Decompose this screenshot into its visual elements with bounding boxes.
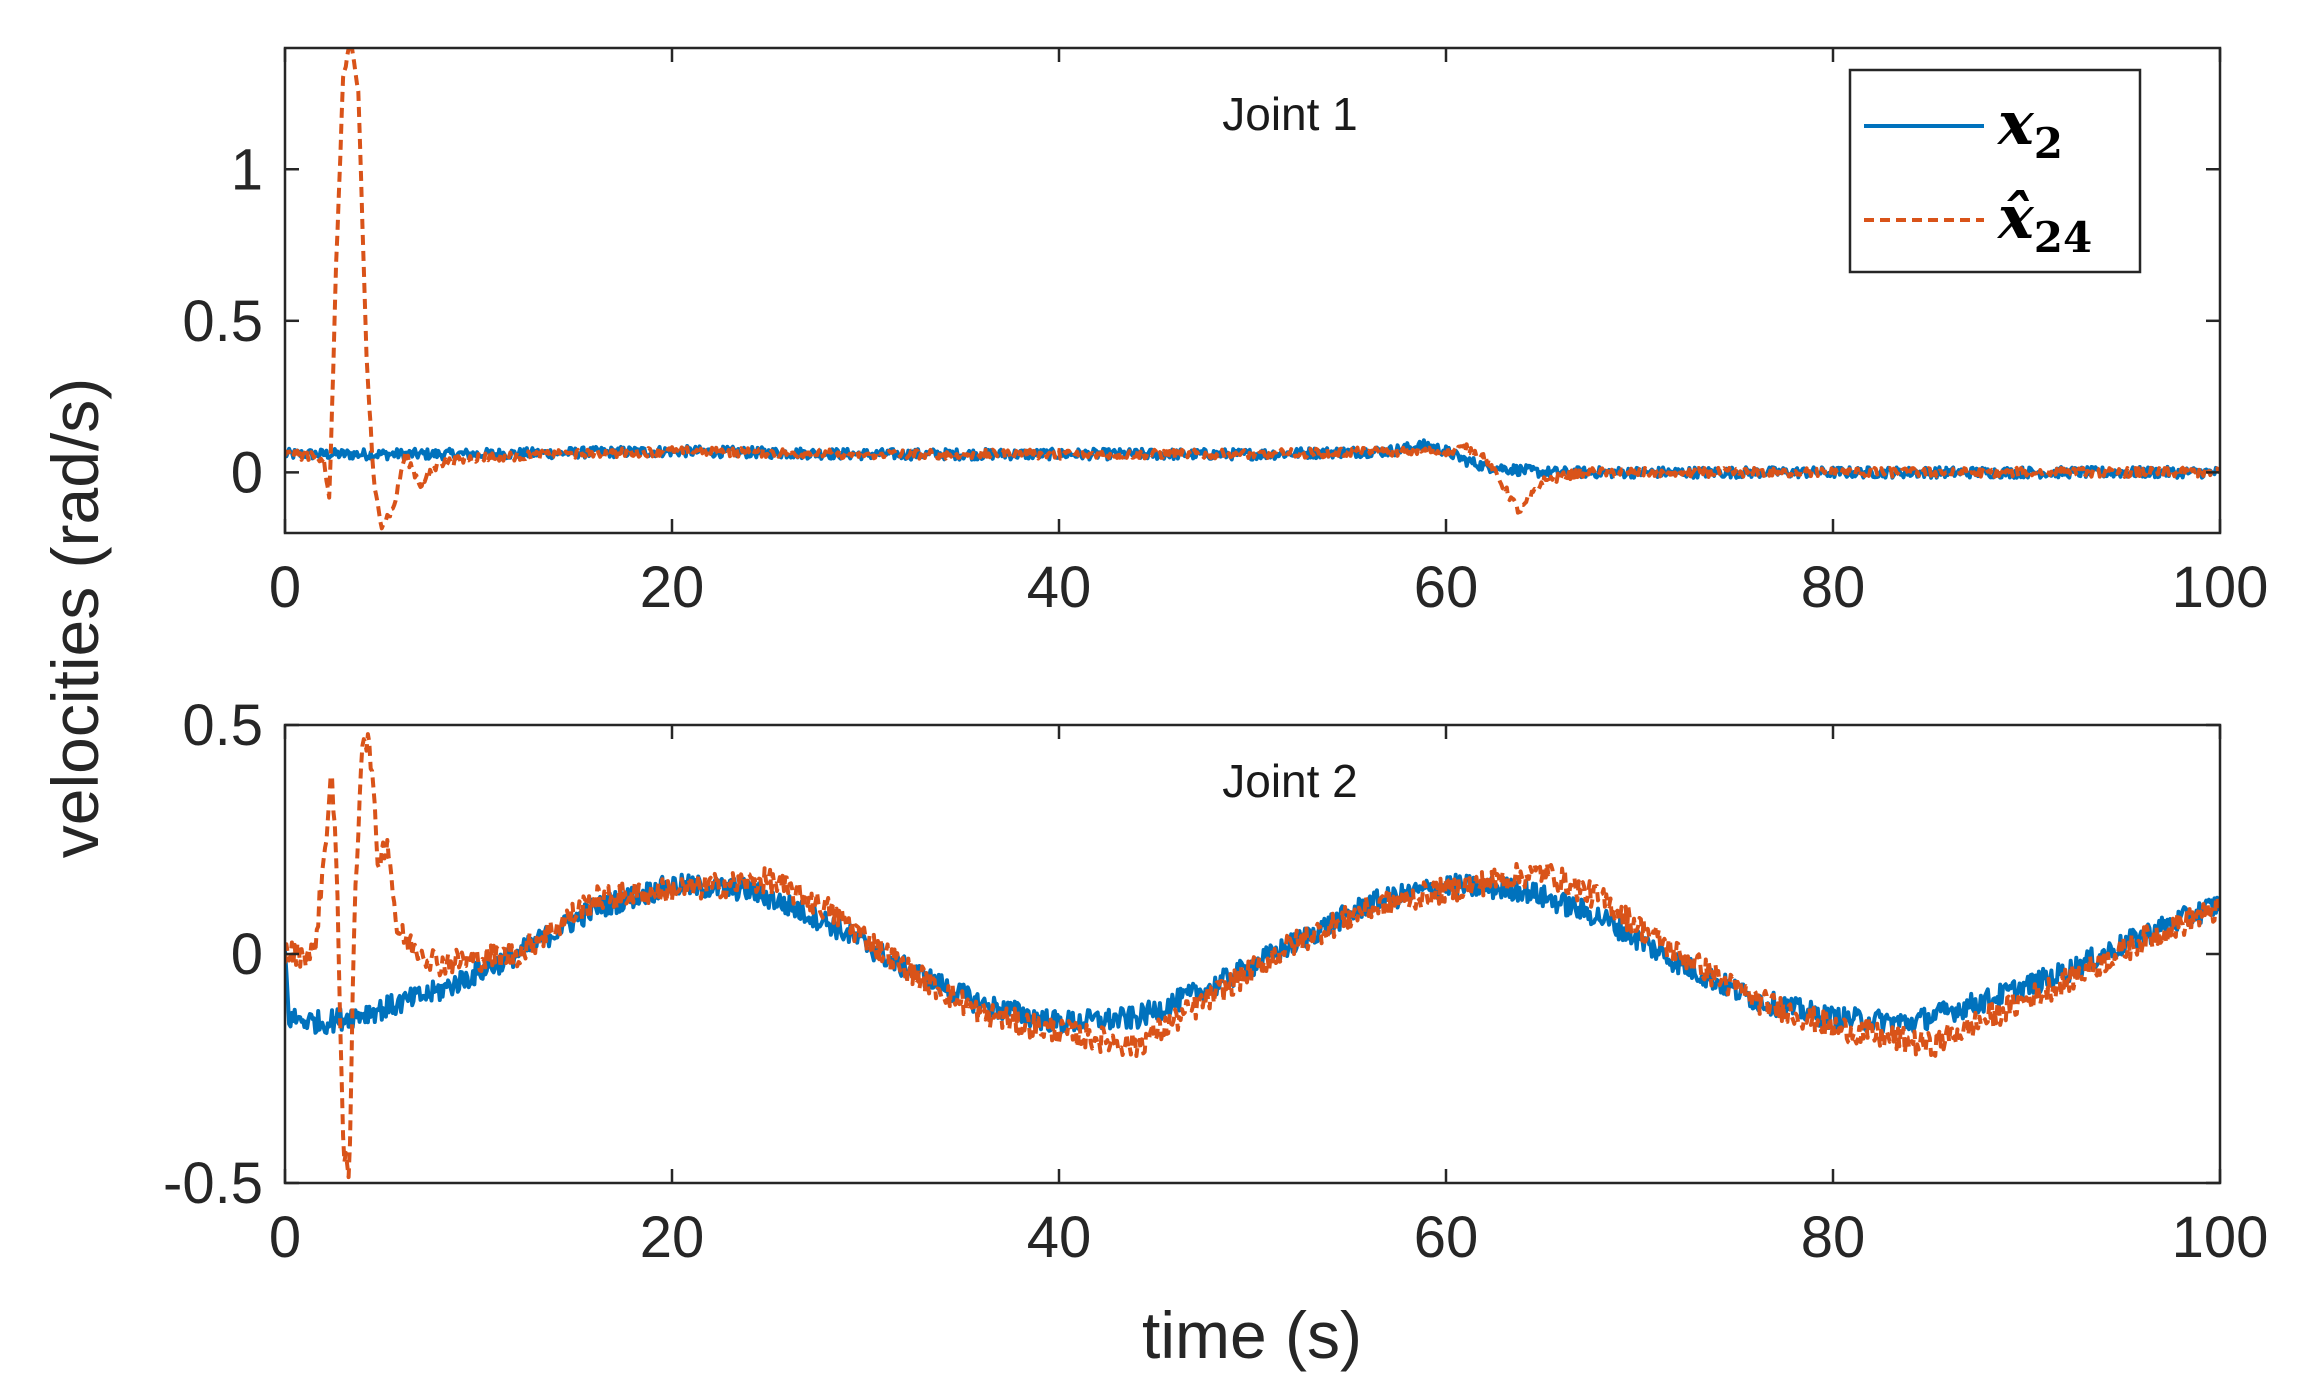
x-tick-label: 80 [1801, 555, 1866, 620]
panel-title-joint-1: Joint 1 [1222, 88, 1358, 140]
x-tick-label: 60 [1414, 1205, 1479, 1270]
y-tick-label: -0.5 [163, 1151, 263, 1216]
y-tick-label: 1 [231, 137, 263, 202]
legend-label-base: x [1996, 89, 2035, 159]
x-tick-label: 100 [2172, 1205, 2269, 1270]
series-line-xhat24 [285, 48, 2220, 531]
x-tick-label: 40 [1027, 1205, 1092, 1270]
series-layer-joint-1 [285, 48, 2220, 531]
y-tick-label: 0.5 [182, 693, 263, 758]
x-axis-label: time (s) [1142, 1298, 1362, 1372]
x-tick-label: 20 [640, 1205, 705, 1270]
legend-label-subscript: 2 [2034, 119, 2063, 168]
legend-label-xhat24: x̂24 [1996, 183, 2092, 262]
tick-layer-joint-2: 0 20 40 60 80 100-0.500.5 [163, 693, 2268, 1270]
y-tick-label: 0.5 [182, 289, 263, 354]
axes-box-joint-1 [283, 46, 2222, 535]
x-tick-label: 60 [1414, 555, 1479, 620]
legend-label-x2: x2 [1996, 89, 2063, 168]
tick-layer-joint-1: 0 20 40 60 80 100 0 0.5 1 [182, 48, 2268, 620]
legend: x2 x̂24 [1848, 68, 2142, 274]
legend-label-subscript: 24 [2034, 213, 2092, 262]
legend-box [1848, 68, 2142, 274]
panel-title-joint-2: Joint 2 [1222, 755, 1358, 807]
x-tick-label: 0 [269, 555, 301, 620]
panel-joint-1: 0 20 40 60 80 100 0 0.5 1 Joint 1 x2 x̂24 [182, 46, 2268, 620]
y-tick-label: 0 [231, 440, 263, 505]
series-layer-joint-2 [285, 732, 2220, 1180]
series-line-xhat24 [285, 732, 2220, 1180]
x-tick-label: 80 [1801, 1205, 1866, 1270]
panel-joint-2: 0 20 40 60 80 100-0.500.5 Joint 2 [163, 693, 2268, 1270]
plot-area-joint-2 [285, 725, 2220, 1183]
x-tick-label: 40 [1027, 555, 1092, 620]
x-tick-label: 20 [640, 555, 705, 620]
legend-label-base: x̂ [1996, 183, 2035, 253]
x-tick-label: 0 [269, 1205, 301, 1270]
x-tick-label: 100 [2172, 555, 2269, 620]
y-tick-label: 0 [231, 922, 263, 987]
y-axis-label: velocities (rad/s) [38, 378, 112, 858]
